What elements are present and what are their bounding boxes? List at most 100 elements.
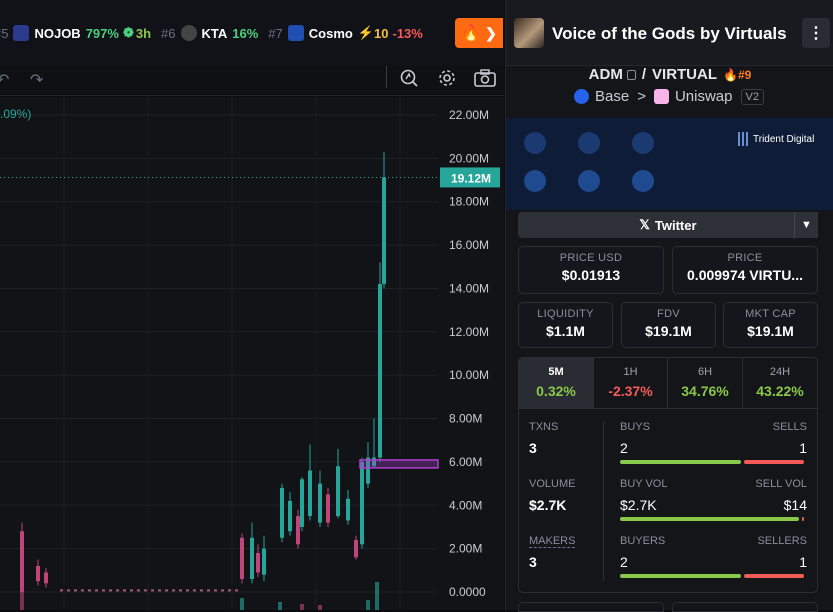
candle-small bbox=[95, 589, 98, 592]
y-tick-label: 18.00M bbox=[449, 195, 489, 209]
volume-bar bbox=[20, 580, 24, 610]
up-candle bbox=[366, 457, 370, 484]
trending-button[interactable]: 🔥 ❯ bbox=[455, 18, 503, 48]
down-candle bbox=[296, 516, 300, 545]
up-candle bbox=[346, 498, 350, 521]
volume-bar bbox=[318, 605, 322, 610]
stats-divider bbox=[603, 421, 604, 581]
pair-separator: / bbox=[641, 66, 647, 83]
more-menu-button[interactable]: ⋮ bbox=[802, 18, 830, 48]
txns-label: TXNS bbox=[529, 421, 559, 433]
dex-name[interactable]: Uniswap bbox=[674, 88, 733, 105]
up-candle bbox=[382, 177, 386, 285]
candle-small bbox=[88, 589, 91, 592]
toolbar-divider bbox=[386, 66, 387, 88]
sell-vol-bar bbox=[802, 517, 804, 521]
token-logo bbox=[180, 25, 197, 41]
makers-value: 3 bbox=[529, 554, 537, 570]
tab-5m-label: 5M bbox=[548, 366, 564, 378]
up-candle bbox=[262, 548, 266, 575]
volume-bar bbox=[240, 598, 244, 610]
action-button[interactable] bbox=[518, 602, 664, 612]
up-candle bbox=[378, 284, 382, 458]
tab-24h-label: 24H bbox=[769, 366, 791, 378]
up-candle bbox=[372, 457, 376, 467]
candle-small bbox=[116, 589, 119, 592]
socials-dropdown-button[interactable]: ▼ bbox=[794, 212, 818, 238]
ticker-item[interactable]: #7 Cosmo ⚡ 10 -13% bbox=[268, 25, 423, 41]
percent-label: .09%) bbox=[0, 107, 32, 121]
volume-bar bbox=[366, 600, 370, 610]
buy-vol-bar bbox=[620, 517, 799, 521]
camera-icon[interactable] bbox=[473, 68, 497, 88]
tab-5m-value: 0.32% bbox=[536, 383, 576, 399]
undo-icon[interactable]: ↶ bbox=[0, 72, 10, 89]
volume-bar bbox=[375, 582, 379, 610]
sprout-icon: ❁ bbox=[122, 25, 134, 40]
sells-bar bbox=[744, 460, 804, 464]
ticker-rank: #5 bbox=[0, 25, 9, 41]
tab-6h[interactable]: 6H 34.76% bbox=[668, 358, 743, 408]
ticker-item[interactable]: #5 NOJOB 797% ❁ 3h bbox=[0, 25, 151, 41]
sellers-value: 1 bbox=[799, 554, 807, 570]
quote-symbol: VIRTUAL bbox=[652, 66, 718, 83]
action-button[interactable] bbox=[672, 602, 818, 612]
chain-name[interactable]: Base bbox=[595, 88, 630, 105]
candle-small bbox=[60, 589, 63, 592]
copy-icon[interactable] bbox=[626, 69, 636, 80]
liquidity-box: LIQUIDITY $1.1M bbox=[518, 302, 613, 348]
buys-label: BUYS bbox=[620, 421, 650, 433]
banner-dot bbox=[524, 170, 546, 192]
brand-name: Trident Digital bbox=[753, 133, 815, 145]
y-tick-label: 22.00M bbox=[449, 108, 489, 122]
tab-24h-value: 43.22% bbox=[756, 383, 804, 399]
gear-icon[interactable] bbox=[436, 67, 458, 89]
price-chart[interactable]: 22.00M 20.00M 18.00M 16.00M 14.00M 12.00M 10.0… bbox=[0, 97, 504, 610]
y-tick-label: 0.0000 bbox=[449, 585, 486, 599]
txns-value: 3 bbox=[529, 440, 537, 456]
candle-small bbox=[102, 589, 105, 592]
ticker-name: Cosmo bbox=[308, 25, 353, 41]
price-usd-label: PRICE USD bbox=[559, 252, 623, 264]
candle-small bbox=[172, 589, 175, 592]
base-symbol: ADM bbox=[588, 66, 623, 83]
pair-info: ADM / VIRTUAL 🔥 #9 bbox=[506, 66, 833, 86]
tab-5m[interactable]: 5M 0.32% bbox=[519, 358, 594, 408]
candle-small bbox=[130, 589, 133, 592]
candle-small bbox=[214, 589, 217, 592]
uniswap-icon bbox=[653, 89, 669, 104]
up-candle bbox=[288, 500, 292, 532]
token-logo bbox=[287, 25, 304, 41]
fdv-value: $19.1M bbox=[645, 323, 692, 339]
up-candle bbox=[360, 461, 364, 545]
y-tick-label: 4.00M bbox=[449, 498, 482, 512]
y-tick-label: 6.00M bbox=[449, 455, 482, 469]
ticker-rank: #6 bbox=[161, 25, 176, 41]
sell-vol-value: $14 bbox=[783, 497, 807, 513]
tab-1h[interactable]: 1H -2.37% bbox=[594, 358, 668, 408]
y-tick-label: 20.00M bbox=[449, 151, 489, 165]
up-candle bbox=[250, 537, 254, 579]
fire-icon: 🔥 bbox=[461, 25, 482, 42]
trident-icon bbox=[738, 132, 748, 146]
banner-dot bbox=[524, 132, 546, 154]
redo-icon[interactable]: ↷ bbox=[30, 72, 44, 89]
candlestick-chart[interactable]: 22.00M 20.00M 18.00M 16.00M 14.00M 12.00M 10.0… bbox=[0, 97, 504, 610]
makers-label[interactable]: MAKERS bbox=[529, 535, 576, 548]
ticker-age: 3h bbox=[135, 25, 152, 41]
candle-small bbox=[123, 589, 126, 592]
tab-24h[interactable]: 24H 43.22% bbox=[743, 358, 817, 408]
down-candle bbox=[354, 539, 358, 558]
twitter-button[interactable]: 𝕏 Twitter bbox=[518, 212, 818, 238]
ticker-name: KTA bbox=[201, 25, 228, 41]
candle-small bbox=[200, 589, 203, 592]
timeframe-tabs bbox=[518, 357, 818, 409]
tab-1h-label: 1H bbox=[623, 366, 638, 378]
price-usd-box: PRICE USD $0.01913 bbox=[518, 246, 664, 294]
banner-dot bbox=[632, 170, 654, 192]
tab-6h-label: 6H bbox=[697, 366, 713, 378]
fdv-label: FDV bbox=[657, 308, 680, 320]
token-banner: Trident Digital bbox=[506, 118, 833, 210]
ticker-item[interactable]: #6 KTA 16% bbox=[161, 25, 258, 41]
indicator-icon[interactable] bbox=[398, 67, 420, 89]
